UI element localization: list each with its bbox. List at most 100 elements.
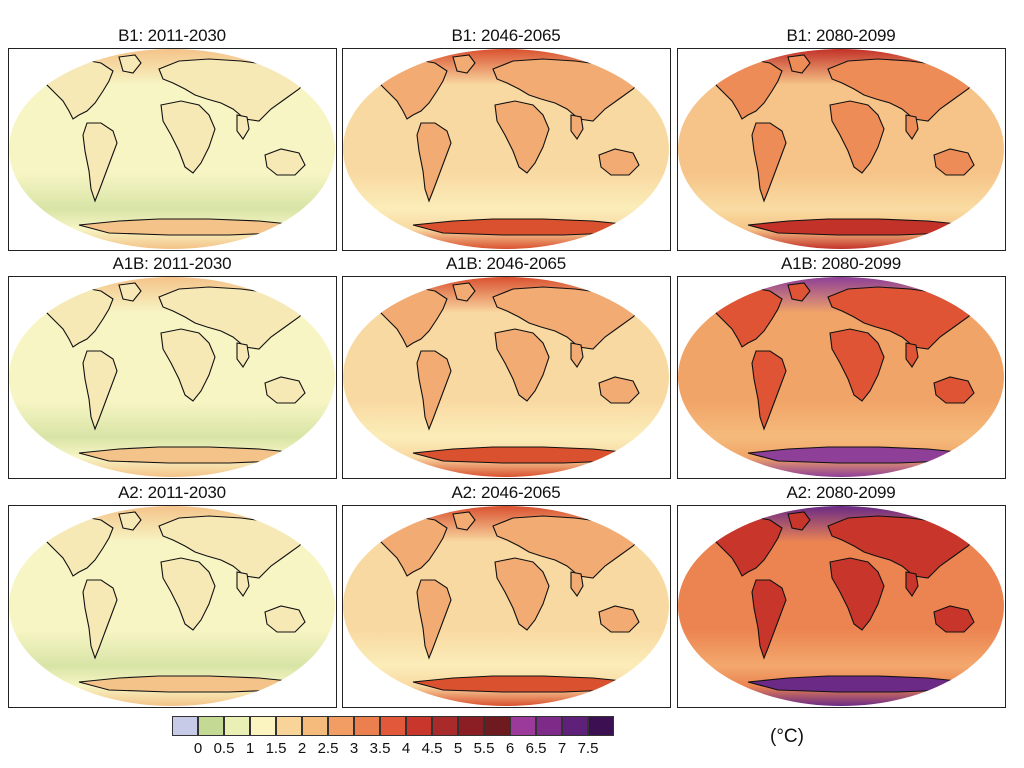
continent-outline (787, 54, 811, 74)
colorbar-cell (406, 716, 432, 736)
panel-title: A2: 2080-2099 (786, 483, 896, 502)
continent-outline (78, 218, 300, 236)
continent-outline (905, 571, 919, 597)
continent-outline (412, 675, 634, 693)
continent-outline (751, 350, 787, 431)
colorbar-cell (224, 716, 250, 736)
continent-outline (494, 557, 550, 631)
continent-outline (570, 571, 584, 597)
colorbar-cell (484, 716, 510, 736)
colorbar-tick-label: 1.5 (265, 740, 287, 757)
continent-outline (827, 58, 979, 122)
continent-outline (827, 515, 979, 579)
continent-outline (905, 114, 919, 140)
continent-outline (118, 282, 142, 302)
panel-title: B1: 2046-2065 (451, 26, 561, 45)
map-panel (342, 505, 671, 708)
continent-outline (598, 605, 640, 633)
colorbar-tick-label: 4 (401, 740, 411, 757)
continent-outline (787, 282, 811, 302)
continent-outline (598, 148, 640, 176)
continent-outline (452, 54, 476, 74)
continent-outline (747, 675, 969, 693)
continent-outline (570, 114, 584, 140)
continent-outline (751, 579, 787, 660)
colorbar-cell (458, 716, 484, 736)
colorbar-cell (328, 716, 354, 736)
colorbar-tick-label: 7.5 (577, 740, 599, 757)
colorbar-tick-label: 2.5 (317, 740, 339, 757)
continent-outline (492, 286, 644, 350)
continent-outline (452, 511, 476, 531)
colorbar-cell (302, 716, 328, 736)
continent-outline (416, 579, 452, 660)
map-panel (342, 276, 671, 479)
map-panel (8, 48, 337, 251)
continent-outline (787, 511, 811, 531)
panel-title: A1B: 2011-2030 (112, 254, 232, 273)
continent-outline (160, 557, 216, 631)
continent-outline (829, 328, 885, 402)
continent-outline (264, 376, 306, 404)
continent-outline (160, 328, 216, 402)
continent-outline (827, 286, 979, 350)
colorbar-tick-label: 3.5 (369, 740, 391, 757)
map-panel (8, 505, 337, 708)
continent-outline (412, 446, 634, 464)
colorbar-cell (198, 716, 224, 736)
continent-outline (236, 342, 250, 368)
continent-outline (598, 376, 640, 404)
continent-outline (492, 515, 644, 579)
continent-outline (264, 148, 306, 176)
continent-outline (751, 122, 787, 203)
colorbar-tick-label: 4.5 (421, 740, 443, 757)
continent-outline (236, 571, 250, 597)
colorbar-cell (562, 716, 588, 736)
continent-outline (412, 218, 634, 236)
colorbar-cell (172, 716, 198, 736)
continent-outline (82, 122, 118, 203)
continent-outline (82, 350, 118, 431)
colorbar-tick-label: 7 (557, 740, 567, 757)
map-panel (342, 48, 671, 251)
map-panel (677, 276, 1006, 479)
continent-outline (158, 286, 310, 350)
continent-outline (82, 579, 118, 660)
colorbar-cell (276, 716, 302, 736)
colorbar-tick-label: 5.5 (473, 740, 495, 757)
continent-outline (933, 148, 975, 176)
colorbar (172, 716, 614, 736)
continent-outline (494, 328, 550, 402)
map-panel (8, 276, 337, 479)
colorbar-cell (510, 716, 536, 736)
continent-outline (264, 605, 306, 633)
continent-outline (452, 282, 476, 302)
continent-outline (829, 100, 885, 174)
colorbar-cell (380, 716, 406, 736)
colorbar-tick-label: 0.5 (213, 740, 235, 757)
panel-title: A2: 2046-2065 (451, 483, 561, 502)
colorbar-unit-label: (°C) (770, 726, 804, 747)
panel-title: B1: 2080-2099 (786, 26, 896, 45)
colorbar-tick-label: 2 (297, 740, 307, 757)
colorbar-tick-label: 1 (245, 740, 255, 757)
colorbar-cell (588, 716, 614, 736)
continent-outline (933, 605, 975, 633)
continent-outline (78, 446, 300, 464)
continent-outline (158, 58, 310, 122)
colorbar-tick-label: 5 (453, 740, 463, 757)
continent-outline (747, 218, 969, 236)
colorbar-cell (536, 716, 562, 736)
panel-title: A2: 2011-2030 (118, 483, 226, 502)
continent-outline (118, 54, 142, 74)
colorbar-cell (354, 716, 380, 736)
continent-outline (236, 114, 250, 140)
colorbar-tick-label: 6.5 (525, 740, 547, 757)
colorbar-cell (432, 716, 458, 736)
continent-outline (492, 58, 644, 122)
continent-outline (416, 122, 452, 203)
continent-outline (158, 515, 310, 579)
colorbar-tick-label: 0 (193, 740, 203, 757)
continent-outline (570, 342, 584, 368)
colorbar-cell (250, 716, 276, 736)
